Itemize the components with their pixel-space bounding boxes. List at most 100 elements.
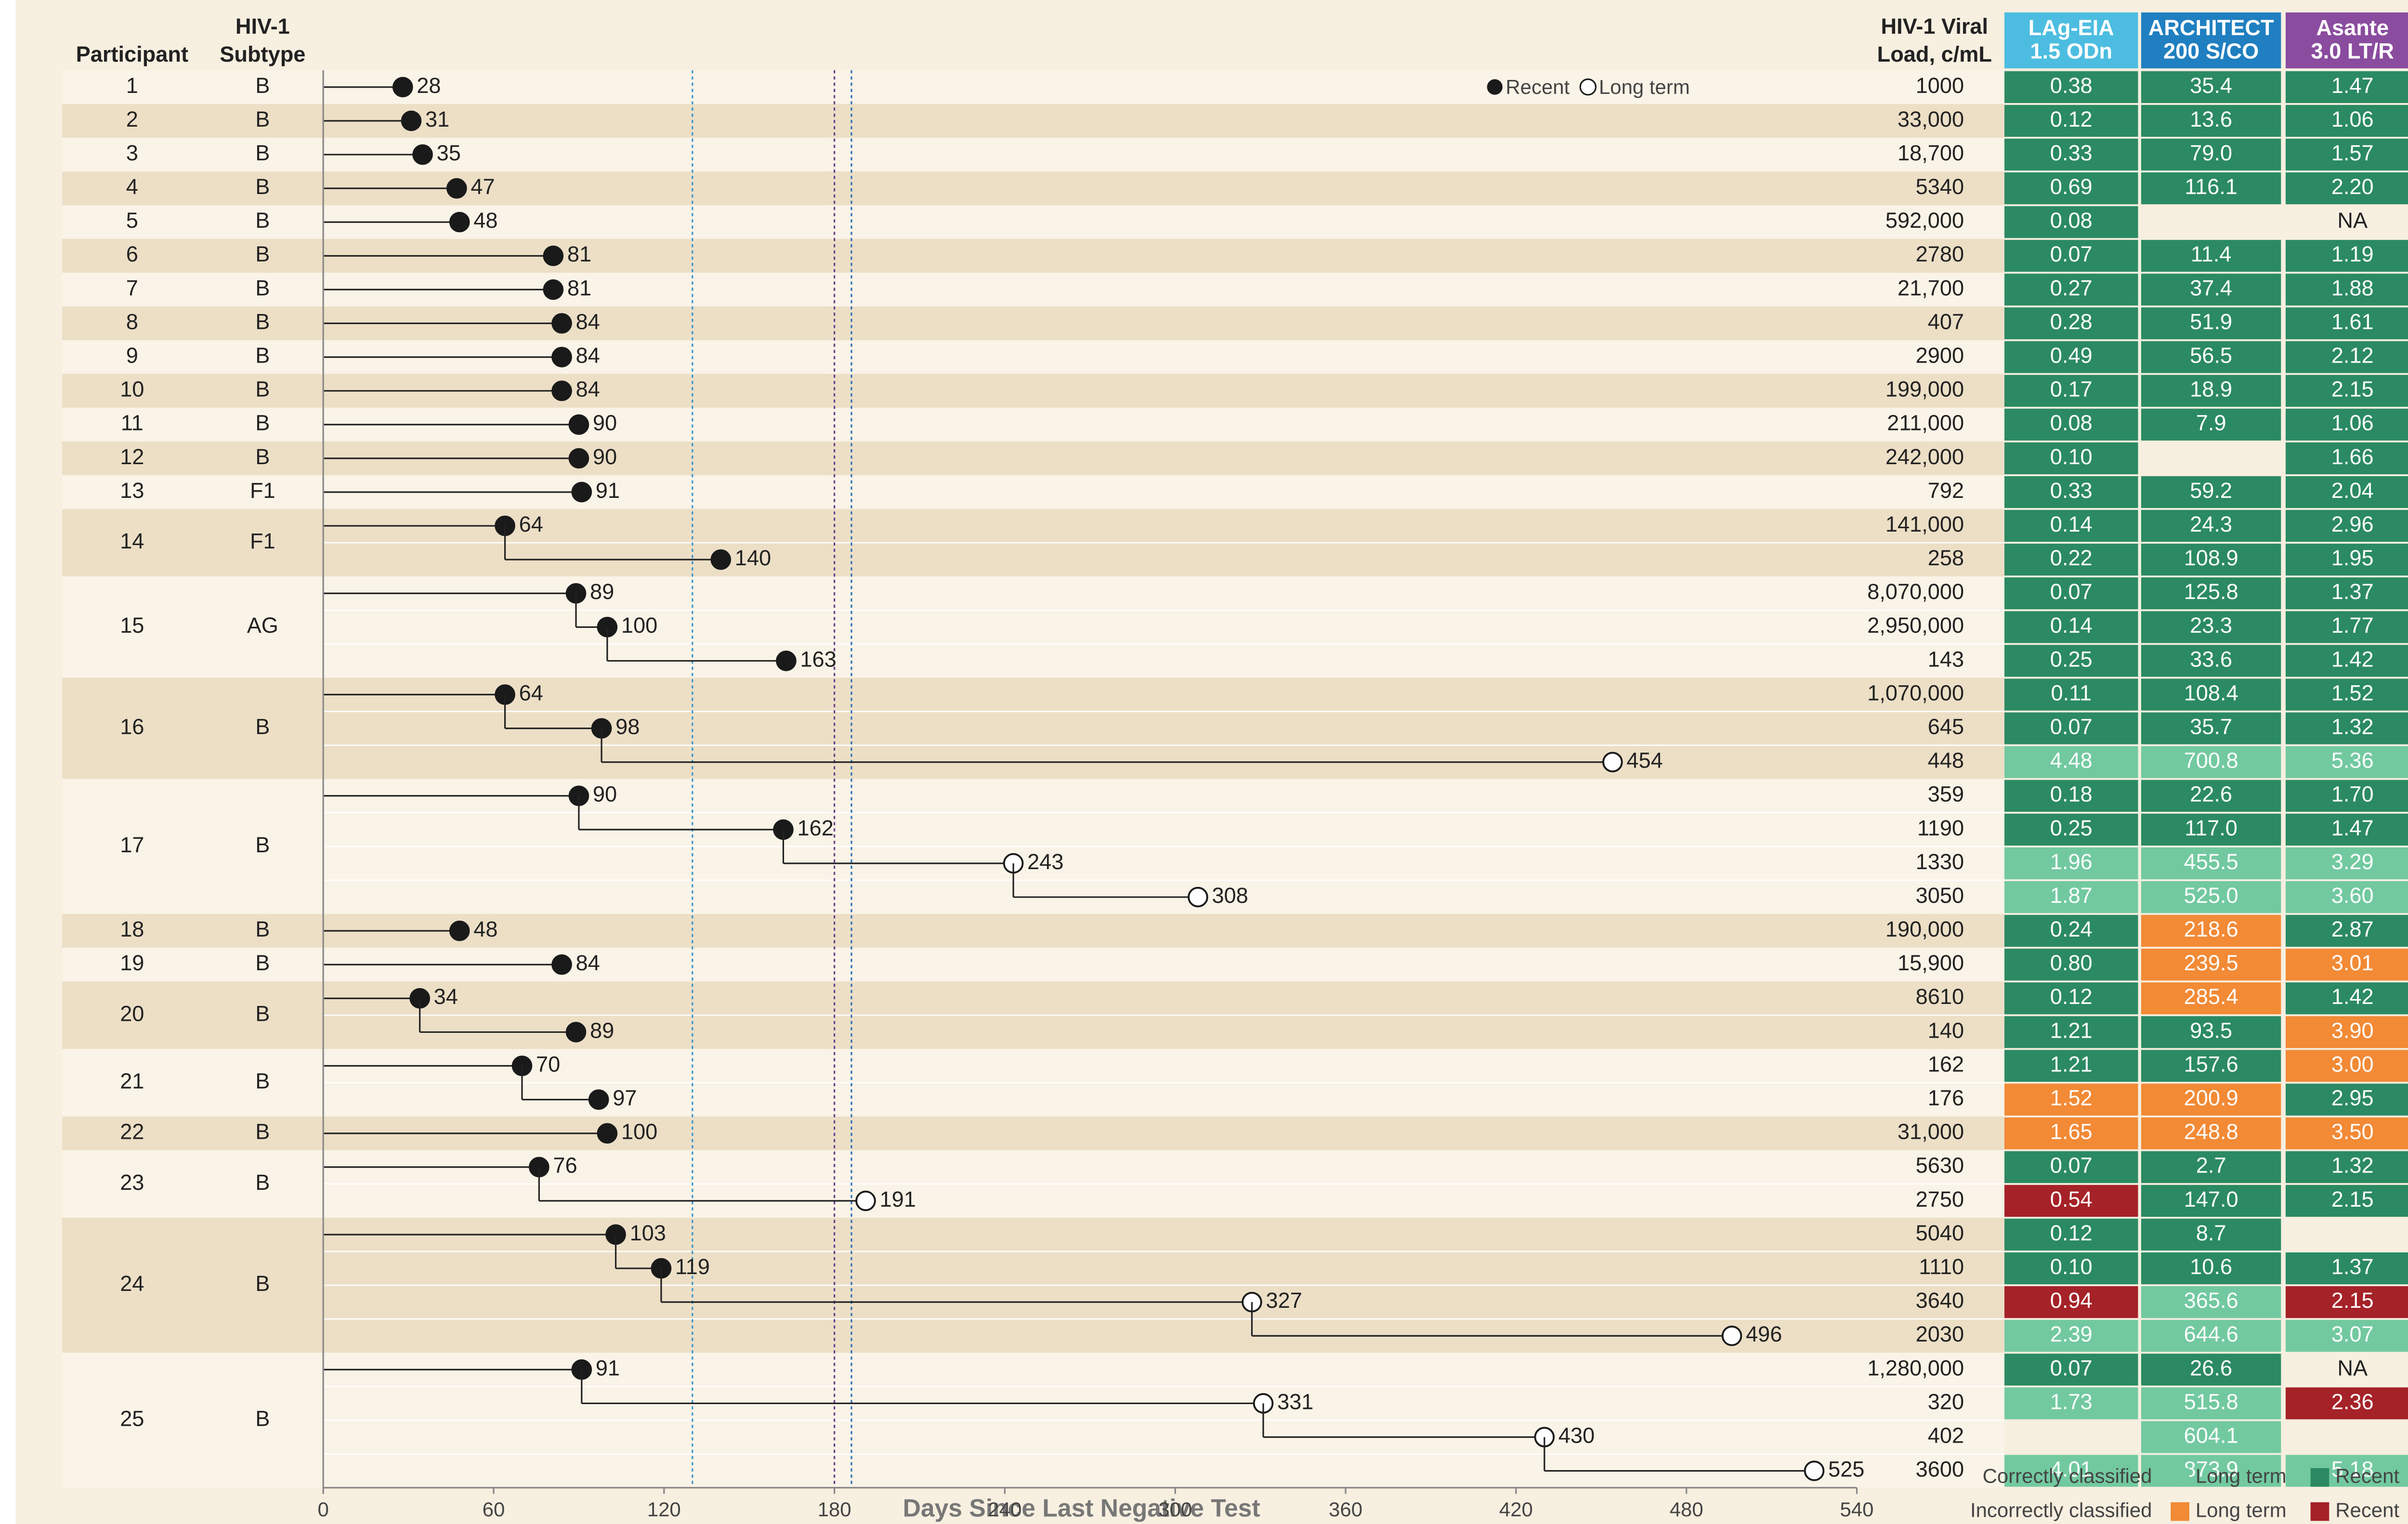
- days-label: 140: [735, 546, 771, 570]
- subtype: B: [255, 951, 270, 975]
- assay-value: 4.01: [2050, 1457, 2093, 1482]
- days-label: 90: [593, 782, 617, 807]
- assay-value: 0.12: [2050, 1221, 2093, 1245]
- long-term-marker: [1188, 886, 1208, 908]
- assay-cell: [2141, 408, 2281, 441]
- assay-value: 200.9: [2184, 1086, 2238, 1110]
- assay-value: 0.14: [2050, 512, 2093, 536]
- assay-value: 18.9: [2190, 377, 2232, 402]
- viral-load: 190,000: [1885, 917, 1964, 941]
- days-label: 100: [621, 613, 657, 638]
- legend-long-term: Long term: [1599, 76, 1690, 98]
- assay-value: 1.37: [2331, 1254, 2374, 1279]
- assay-cell: [2004, 1252, 2138, 1285]
- assay-value: 3.90: [2331, 1018, 2374, 1042]
- assay-value: 0.25: [2050, 816, 2093, 840]
- assay-cell: [2004, 813, 2138, 846]
- assay-value: 0.38: [2050, 73, 2093, 98]
- assay-value: 35.4: [2190, 73, 2232, 98]
- assay-header-bg: [2285, 12, 2408, 68]
- assay-value: 0.07: [2050, 242, 2093, 266]
- subtype: F1: [250, 478, 275, 503]
- assay-value: 108.9: [2184, 546, 2238, 570]
- assay-value: 0.49: [2050, 343, 2093, 368]
- legend-swatch: [2310, 1502, 2329, 1521]
- viral-load: 1,070,000: [1867, 680, 1964, 705]
- assay-cell: [2004, 274, 2138, 306]
- assay-cell: [2004, 577, 2138, 610]
- recent-marker: [568, 414, 589, 435]
- assay-cell: [2004, 442, 2138, 474]
- assay-value: 525.0: [2184, 883, 2238, 908]
- assay-value: 125.8: [2184, 579, 2238, 604]
- legend-item: Recent: [2335, 1464, 2399, 1487]
- assay-value: 0.08: [2050, 411, 2093, 435]
- viral-load: 3600: [1916, 1457, 1964, 1482]
- assay-cell: [2141, 307, 2281, 339]
- assay-cell: [2004, 1455, 2138, 1487]
- subtype: B: [255, 343, 270, 368]
- assay-value: 2.15: [2331, 377, 2374, 402]
- assay-cell: [2004, 678, 2138, 711]
- subtype-header: Subtype: [220, 42, 305, 66]
- assay-value: 0.17: [2050, 377, 2093, 402]
- subtype: B: [255, 208, 270, 233]
- days-label: 64: [519, 680, 543, 705]
- assay-cell: [2141, 1455, 2281, 1487]
- assay-cell: [2285, 813, 2408, 846]
- recent-marker: [412, 144, 433, 165]
- assay-cell: [2285, 1286, 2408, 1318]
- assay-value: 0.18: [2050, 782, 2093, 807]
- assay-value: 2.7: [2196, 1153, 2226, 1178]
- recent-marker: [568, 448, 589, 469]
- assay-value: 0.25: [2050, 647, 2093, 671]
- legend-long-term-marker: [1579, 78, 1597, 96]
- viral-load: 8,070,000: [1867, 579, 1964, 604]
- subtype: B: [255, 73, 270, 98]
- assay-value: 3.00: [2331, 1052, 2374, 1076]
- recent-marker: [401, 110, 422, 131]
- assay-cell: [2141, 780, 2281, 812]
- assay-value: 0.14: [2050, 613, 2093, 638]
- assay-value: 5.18: [2331, 1457, 2374, 1482]
- row-backgrounds: [62, 70, 2005, 1488]
- viral-load: 5340: [1916, 174, 1964, 199]
- participant-id: 10: [120, 377, 144, 402]
- assay-value: 1.77: [2331, 613, 2374, 638]
- assay-cell: [2004, 611, 2138, 643]
- assay-value: 26.6: [2190, 1355, 2232, 1380]
- days-label: 103: [630, 1221, 666, 1245]
- subtype: B: [255, 1001, 270, 1026]
- participant-id: 23: [120, 1170, 144, 1195]
- viral-load: 141,000: [1885, 512, 1964, 536]
- participant-id: 24: [120, 1271, 144, 1296]
- assay-cell: [2285, 341, 2408, 373]
- viral-load: 1,280,000: [1867, 1355, 1964, 1380]
- assay-cell: [2285, 509, 2408, 542]
- assay-cell: [2004, 847, 2138, 880]
- assay-cell: [2004, 1286, 2138, 1318]
- viral-load: 2780: [1916, 242, 1964, 266]
- subtype: B: [255, 444, 270, 469]
- days-label: 98: [615, 715, 640, 739]
- assay-value: 33.6: [2190, 647, 2232, 671]
- participant-id: 4: [126, 174, 138, 199]
- assay-cell: [2141, 577, 2281, 610]
- assay-value: 1.66: [2331, 444, 2374, 469]
- days-label: 84: [576, 309, 600, 334]
- viral-load: 1330: [1916, 849, 1964, 874]
- participant-id: 11: [121, 411, 144, 435]
- assay-cell: [2141, 611, 2281, 643]
- assay-value: 1.47: [2331, 73, 2374, 98]
- days-label: 163: [800, 647, 836, 671]
- assay-value: 644.6: [2184, 1322, 2238, 1346]
- viral-load: 402: [1928, 1423, 1964, 1447]
- viral-load: 15,900: [1898, 951, 1964, 975]
- subtype: B: [255, 715, 270, 739]
- days-label: 91: [596, 1355, 620, 1380]
- assay-cell: [2004, 712, 2138, 744]
- assay-value: 147.0: [2184, 1187, 2238, 1211]
- assay-value: 51.9: [2190, 309, 2232, 334]
- viral-load: 33,000: [1898, 107, 1964, 131]
- assay-value: 1.61: [2331, 309, 2374, 334]
